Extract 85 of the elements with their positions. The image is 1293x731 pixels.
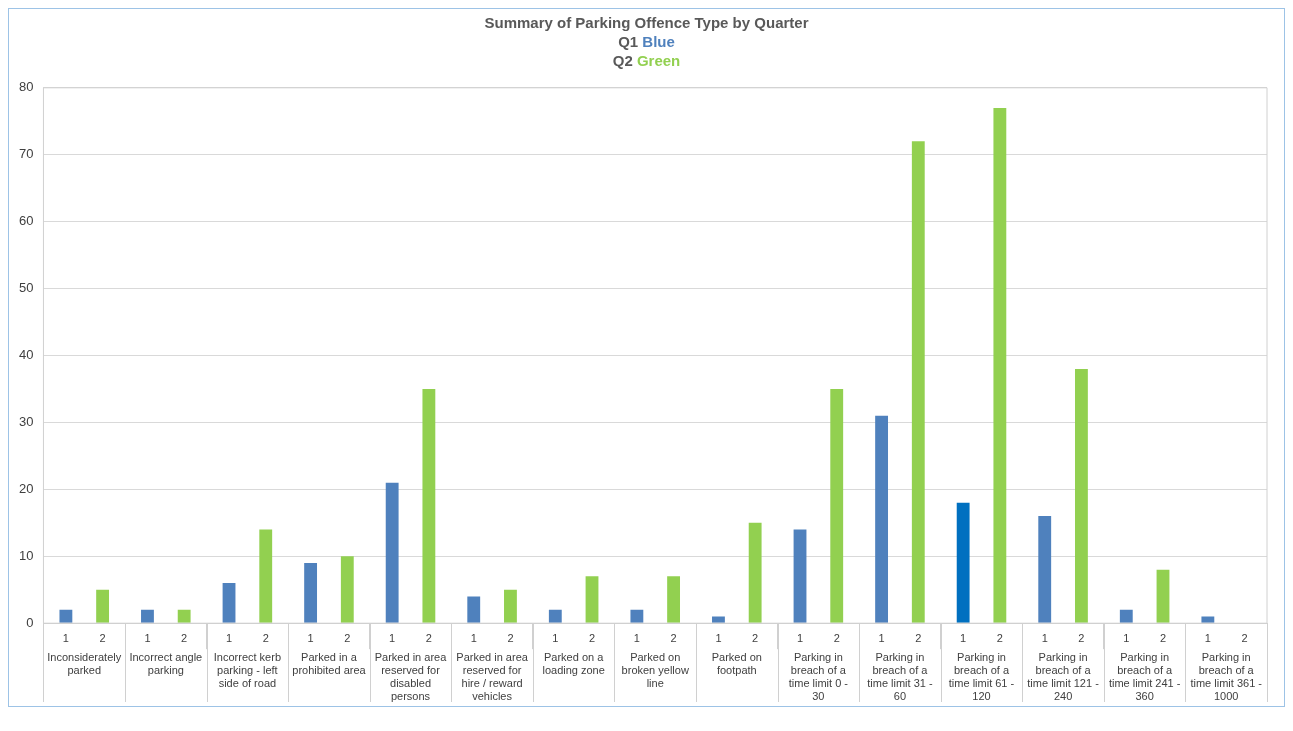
text: 1 [878,632,885,645]
y-tick-label: 0 [26,614,34,630]
bar [177,609,191,623]
series-label: 1 [62,632,69,645]
y-tick-label: 80 [18,79,34,95]
bar [793,529,807,623]
bar [993,107,1007,623]
bar [830,388,844,623]
text: 2 [752,632,759,645]
bar [1075,368,1088,623]
text: 2 [1241,632,1248,645]
text: 1 [307,632,314,645]
bar [585,576,599,623]
chart-title: Summary of Parking Offence Type by Quarter [483,13,810,32]
bar [911,141,925,623]
bar [96,589,110,623]
y-tick-label: 60 [18,213,34,229]
bar [748,522,762,623]
text: 2 [344,632,351,645]
x-tick-label: Parked on broken yellow line [621,650,689,690]
text: 1 [225,632,233,645]
bar [222,583,236,623]
x-tick-label: Parked on a loading zone [542,650,605,677]
bar [340,556,354,623]
bar [875,415,889,623]
x-tick-label: Parking in breach of a time limit 121 - 240 [1027,650,1100,703]
bar [422,388,436,623]
x-tick-label: Parked in a prohibited area [292,650,367,677]
text: 2 [507,632,514,645]
bar [1038,516,1052,623]
text: 1 [1041,632,1048,645]
text: 1 [470,632,477,645]
bar [59,609,73,623]
text: 1 [552,632,559,645]
text: 2 [262,632,269,645]
x-tick-label: Parked in area reserved for hire / reward vehicles [456,650,529,703]
text: 1 [144,632,151,645]
bar [712,616,725,623]
text: 1 [715,632,722,645]
x-tick-label: Incorrect angle parking [129,650,203,677]
bar [548,609,562,623]
series-label: 2 [99,632,106,645]
x-tick-label: Incorrect kerb parking - left side of road [213,650,282,690]
x-tick-label: Parking in breach of a time limit 361 - 1000 [1190,650,1263,703]
bar [304,562,318,623]
text: 2 [670,632,677,645]
x-tick-label: Parking in breach of a time limit 0 - 30 [788,650,849,703]
text: 1 [796,632,804,645]
bar [259,529,273,623]
bar [630,609,644,623]
y-tick-label: 50 [18,280,34,296]
text: 1 [389,632,396,645]
text: 2 [996,632,1003,645]
text: 2 [1159,632,1167,645]
bar [141,609,154,623]
y-tick-label: 10 [18,547,34,563]
x-tick-label: Parked in area reserved for disabled persons [374,650,448,703]
text: 1 [1123,632,1130,645]
text: 1 [633,632,640,645]
text: 2 [425,632,432,645]
text: 2 [181,632,188,645]
bar [1156,569,1170,623]
bar [1201,616,1215,623]
y-tick-label: 70 [18,146,34,162]
x-tick-label: Inconsiderately parked [47,650,122,677]
bar [956,502,970,623]
text: 2 [588,632,596,645]
x-tick-label: Parking in breach of a time limit 31 - 60 [867,650,933,703]
x-tick-label: Parking in breach of a time limit 61 - 120 [948,650,1015,703]
text: 1 [960,632,967,645]
text: 2 [915,632,922,645]
bar [504,589,517,623]
text: 2 [1078,632,1085,645]
x-tick-label: Parked on footpath [711,650,762,677]
y-tick-label: 20 [18,480,34,496]
text: 1 [1204,632,1211,645]
bar [385,482,399,623]
bar [467,596,481,623]
x-tick-label: Parking in breach of a time limit 241 - 360 [1108,650,1181,703]
bar [1119,609,1133,623]
bar [667,576,681,623]
chart-subtitle: Q1 Blue Q2 Green [612,33,681,69]
y-tick-label: 40 [18,347,34,363]
y-tick-label: 30 [18,414,34,429]
text: 2 [833,632,840,645]
